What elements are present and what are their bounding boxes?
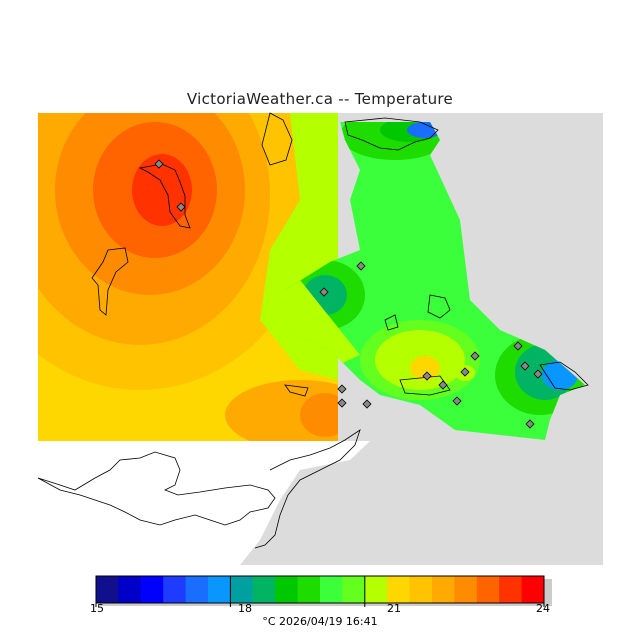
colorbar-swatch: [454, 576, 478, 603]
colorbar-swatch: [252, 576, 276, 603]
station-marker: [533, 369, 543, 379]
temperature-colorbar: [95, 575, 552, 607]
colorbar-swatch: [297, 576, 321, 603]
colorbar-swatch: [140, 576, 164, 603]
west-temperature-field: [38, 113, 338, 441]
station-marker: [356, 261, 366, 271]
station-marker: [520, 361, 530, 371]
station-marker: [525, 419, 535, 429]
colorbar-swatch: [208, 576, 231, 603]
colorbar-caption: °C 2026/04/19 16:41: [262, 615, 378, 628]
station-marker: [337, 398, 347, 408]
colorbar-swatch: [476, 576, 500, 603]
colorbar-swatch: [320, 576, 343, 603]
station-marker: [513, 341, 523, 351]
station-marker: [362, 399, 372, 409]
station-marker: [176, 202, 186, 212]
colorbar-tick-label: 18: [238, 602, 252, 615]
station-marker: [452, 396, 462, 406]
colorbar-swatch: [118, 576, 142, 603]
station-marker: [470, 351, 480, 361]
colorbar-swatch: [499, 576, 523, 603]
station-marker: [460, 367, 470, 377]
colorbar-swatch: [521, 576, 545, 603]
colorbar-swatch: [409, 576, 433, 603]
colorbar-tick-label: 21: [387, 602, 401, 615]
colorbar-tick-label: 24: [536, 602, 550, 615]
coastlines: [37, 112, 589, 549]
colorbar-swatch: [342, 576, 366, 603]
colorbar-swatch: [96, 576, 119, 603]
colorbar-swatch: [432, 576, 455, 603]
colorbar-swatch: [275, 576, 299, 603]
colorbar-swatch: [185, 576, 209, 603]
colorbar-tick-label: 15: [90, 602, 104, 615]
colorbar-swatch: [230, 576, 254, 603]
station-markers: [154, 159, 543, 429]
colorbar-swatch: [364, 576, 388, 603]
map-title: VictoriaWeather.ca -- Temperature: [186, 90, 454, 108]
colorbar-swatch: [163, 576, 187, 603]
station-marker: [422, 371, 432, 381]
station-marker: [319, 287, 329, 297]
station-marker: [154, 159, 164, 169]
colorbar-swatch: [387, 576, 411, 603]
station-marker: [438, 380, 448, 390]
station-marker: [337, 384, 347, 394]
